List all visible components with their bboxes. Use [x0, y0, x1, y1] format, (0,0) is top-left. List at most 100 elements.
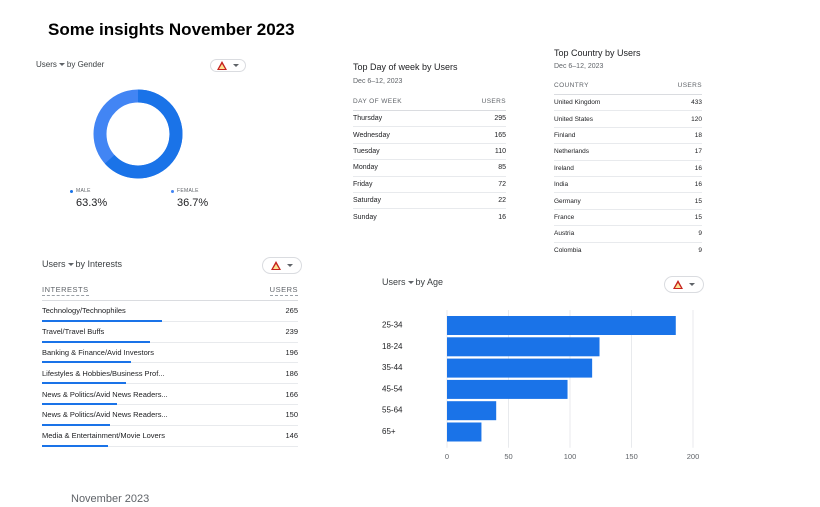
- dow-row-value: 85: [498, 164, 506, 172]
- caret-down-icon[interactable]: [58, 63, 65, 66]
- interest-row[interactable]: Banking & Finance/Avid Investors 196: [42, 343, 298, 364]
- interest-value: 186: [285, 368, 298, 378]
- age-bar[interactable]: [447, 401, 497, 421]
- metric-selector[interactable]: Users: [36, 60, 57, 69]
- warning-dropdown-age[interactable]: [664, 276, 704, 293]
- y-category-label: 35-44: [382, 363, 403, 372]
- country-col-country: COUNTRY: [554, 82, 589, 89]
- age-bar[interactable]: [447, 337, 600, 357]
- age-card-label[interactable]: Users by Age: [382, 277, 443, 287]
- age-bar[interactable]: [447, 422, 482, 442]
- metric-selector[interactable]: Users: [382, 277, 406, 287]
- country-row: Finland 18: [554, 128, 702, 145]
- legend-female: FEMALE 36.7%: [171, 188, 208, 209]
- country-row-value: 16: [694, 164, 702, 172]
- y-category-label: 25-34: [382, 321, 403, 330]
- x-tick-label: 100: [564, 452, 577, 461]
- country-row-value: 9: [698, 246, 702, 254]
- dow-row-label: Wednesday: [353, 131, 390, 139]
- page-footer: November 2023: [71, 493, 150, 505]
- country-table-header: COUNTRY USERS: [554, 82, 702, 95]
- country-row-value: 15: [694, 213, 702, 221]
- female-color-dot: [171, 189, 174, 193]
- dow-row-value: 16: [498, 213, 506, 221]
- interest-row[interactable]: News & Politics/Avid News Readers... 150: [42, 405, 298, 426]
- y-category-label: 55-64: [382, 406, 403, 415]
- dow-row: Saturday 22: [353, 193, 506, 210]
- dow-row-label: Thursday: [353, 115, 383, 123]
- interests-col-name[interactable]: INTERESTS: [42, 285, 89, 296]
- country-row-label: Ireland: [554, 164, 574, 172]
- female-percentage: 36.7%: [177, 197, 209, 209]
- interest-row[interactable]: Lifestyles & Hobbies/Business Prof... 186: [42, 363, 298, 385]
- caret-down-icon[interactable]: [67, 262, 74, 266]
- metric-selector[interactable]: Users: [42, 259, 66, 269]
- country-row-label: India: [554, 181, 569, 189]
- chevron-down-icon: [689, 283, 695, 286]
- dow-row-value: 295: [494, 115, 506, 123]
- dow-row: Friday 72: [353, 177, 506, 193]
- interest-label: Banking & Finance/Avid Investors: [42, 347, 155, 357]
- country-row: Ireland 16: [554, 161, 702, 177]
- x-tick-label: 0: [445, 452, 449, 461]
- interest-label: Travel/Travel Buffs: [42, 327, 105, 337]
- x-tick-label: 200: [687, 452, 700, 461]
- dow-row: Thursday 295: [353, 111, 506, 128]
- age-bar[interactable]: [447, 379, 568, 399]
- dow-row-label: Sunday: [353, 213, 377, 221]
- dow-col-users: USERS: [481, 98, 506, 105]
- country-row-label: Finland: [554, 131, 576, 139]
- interest-bar: [42, 444, 109, 447]
- interest-row[interactable]: Travel/Travel Buffs 239: [42, 322, 298, 343]
- male-percentage: 63.3%: [76, 197, 108, 209]
- country-row: France 15: [554, 210, 702, 227]
- y-category-label: 65+: [382, 427, 396, 436]
- interests-card-label[interactable]: Users by Interests: [42, 259, 122, 269]
- dow-row-value: 165: [494, 131, 506, 139]
- warning-icon: [217, 61, 227, 70]
- country-row-value: 9: [698, 230, 702, 238]
- interests-col-users[interactable]: USERS: [269, 285, 298, 296]
- warning-dropdown-gender[interactable]: [210, 59, 246, 72]
- country-row-value: 120: [691, 115, 702, 123]
- interest-value: 265: [285, 306, 298, 316]
- interest-row[interactable]: Technology/Technophiles 265: [42, 301, 298, 322]
- dow-card-title: Top Day of week by Users: [353, 62, 458, 72]
- chevron-down-icon: [233, 64, 239, 67]
- interest-bar: [42, 319, 162, 322]
- warning-icon: [271, 261, 281, 270]
- country-row-label: France: [554, 213, 575, 221]
- interest-row[interactable]: Media & Entertainment/Movie Lovers 146: [42, 426, 298, 447]
- interests-table: INTERESTS USERS Technology/Technophiles 2…: [42, 285, 298, 447]
- warning-icon: [673, 280, 683, 289]
- country-row: India 16: [554, 177, 702, 194]
- warning-dropdown-interests[interactable]: [262, 257, 302, 274]
- dow-table-header: DAY OF WEEK USERS: [353, 98, 506, 111]
- country-row-value: 15: [694, 197, 702, 205]
- caret-down-icon[interactable]: [407, 280, 414, 284]
- gender-donut-chart: [93, 89, 183, 179]
- dow-row-value: 110: [494, 147, 506, 155]
- female-legend-label: FEMALE: [177, 188, 199, 194]
- country-row-value: 16: [694, 181, 702, 189]
- dow-row-value: 22: [498, 197, 506, 205]
- country-row-label: Netherlands: [554, 148, 590, 156]
- dow-table: DAY OF WEEK USERS Thursday 295 Wednesday 16…: [353, 98, 506, 225]
- interest-label: Technology/Technophiles: [42, 306, 126, 316]
- country-table: COUNTRY USERS United Kingdom 433 United St…: [554, 82, 702, 258]
- country-card-title: Top Country by Users: [554, 48, 641, 58]
- chevron-down-icon: [287, 264, 293, 267]
- age-bar[interactable]: [447, 358, 593, 378]
- interest-bar: [42, 340, 151, 343]
- x-tick-label: 50: [504, 452, 512, 461]
- dow-row: Tuesday 110: [353, 144, 506, 161]
- interests-table-header: INTERESTS USERS: [42, 285, 298, 301]
- country-row: Germany 15: [554, 193, 702, 210]
- country-row: Netherlands 17: [554, 144, 702, 161]
- gender-card-label[interactable]: Users by Gender: [36, 60, 104, 69]
- age-bar[interactable]: [447, 316, 676, 335]
- dow-row: Wednesday 165: [353, 127, 506, 144]
- age-card-title: by Age: [415, 277, 444, 287]
- interest-row[interactable]: News & Politics/Avid News Readers... 166: [42, 384, 298, 405]
- dow-row-value: 72: [498, 180, 506, 188]
